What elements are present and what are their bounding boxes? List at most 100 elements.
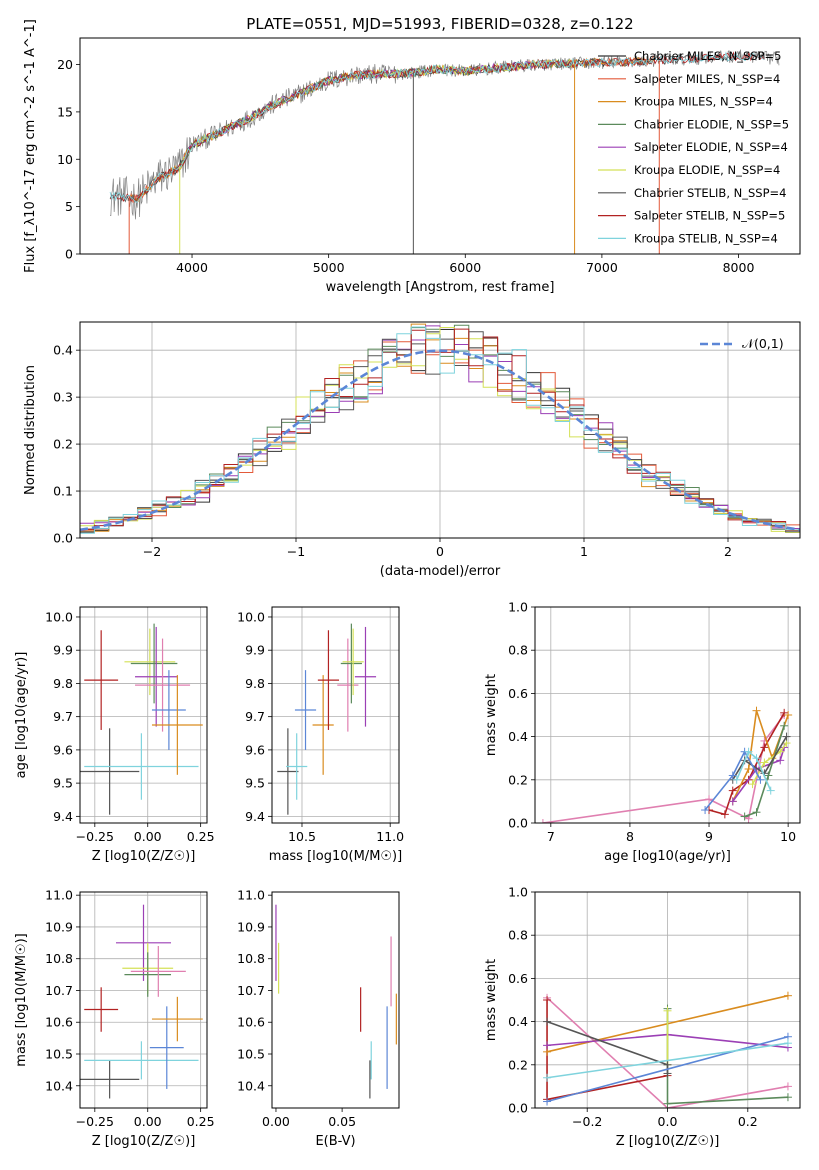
y-tick-label: 20 (57, 57, 73, 72)
x-axis-label: age [log10(age/yr)] (604, 849, 731, 864)
plot-area-age_vs_mass (277, 623, 377, 815)
y-tick-label: 0.0 (53, 531, 73, 546)
y-axis-label: Flux [f_λ10^-17 erg cm^-2 s^-1 A^-1] (23, 19, 38, 273)
x-tick-label: 0 (436, 544, 444, 559)
y-tick-label: 9.4 (53, 809, 73, 824)
y-tick-label: 1.0 (508, 885, 528, 900)
y-tick-label: 0.1 (53, 484, 73, 499)
y-axis-label: Normed distribution (23, 365, 38, 495)
y-tick-label: 0.4 (508, 729, 528, 744)
y-tick-label: 9.6 (245, 742, 265, 757)
x-tick-label: 0.25 (187, 829, 215, 844)
x-tick-label: −0.25 (76, 829, 114, 844)
axes-frame (79, 321, 801, 539)
histogram-series (80, 326, 800, 534)
legend-label: 𝒩(0,1) (742, 336, 784, 351)
axes-mass_weight_vs_age: 7 8 9 10 0.0 0.2 0.4 0.6 0.8 1.0 age [log10(age/yr… (484, 600, 801, 864)
y-tick-label: 11.0 (237, 888, 265, 903)
x-tick-label: 0.00 (262, 1114, 290, 1129)
x-tick-label: 10 (780, 829, 796, 844)
y-tick-label: 0.2 (508, 1057, 528, 1072)
x-tick-label: 11.0 (376, 829, 404, 844)
y-tick-label: 1.0 (508, 600, 528, 615)
x-tick-label: 8 (626, 829, 634, 844)
x-tick-label: 5000 (313, 260, 345, 275)
y-tick-label: 10.6 (45, 1015, 73, 1030)
mass-weight-line (704, 750, 762, 811)
legend-label: Kroupa ELODIE, N_SSP=4 (634, 163, 780, 177)
x-axis-label: Z [log10(Z/Z☉)] (92, 849, 196, 864)
y-tick-label: 9.9 (245, 643, 265, 658)
y-tick-label: 10.5 (45, 1047, 73, 1062)
y-tick-label: 15 (57, 104, 73, 119)
x-axis-label: Z [log10(Z/Z☉)] (616, 1134, 720, 1149)
x-axis-label: (data-model)/error (380, 564, 501, 579)
legend-label: Chabrier ELODIE, N_SSP=5 (634, 117, 789, 131)
x-tick-label: 8000 (723, 260, 755, 275)
legend-label: Chabrier STELIB, N_SSP=4 (634, 186, 786, 200)
y-tick-label: 0.3 (53, 390, 73, 405)
x-tick-label: 9 (705, 829, 713, 844)
y-tick-label: 10.0 (45, 609, 73, 624)
spectrum-model-line (109, 51, 765, 203)
y-tick-label: 0.4 (508, 1014, 528, 1029)
spectrum-model-line (129, 56, 656, 203)
x-tick-label: 0.25 (187, 1114, 215, 1129)
mass-weight-line (751, 742, 788, 785)
y-tick-label: 10.9 (237, 919, 265, 934)
x-tick-label: −0.25 (76, 1114, 114, 1129)
mass-weight-line (735, 750, 772, 791)
spectrum-model-line (110, 51, 765, 202)
axes-frame (271, 606, 400, 824)
y-tick-label: 9.6 (53, 742, 73, 757)
y-axis-label: mass [log10(M/M☉)] (14, 933, 29, 1066)
mass-weight-line (732, 747, 785, 802)
y-tick-label: 9.8 (53, 676, 73, 691)
x-tick-label: 4000 (176, 260, 208, 275)
spectrum-legend: Chabrier MILES, N_SSP=5 Salpeter MILES, N… (598, 49, 789, 245)
x-axis-label: Z [log10(Z/Z☉)] (92, 1134, 196, 1149)
gaussian-curve (80, 349, 800, 532)
legend-label: Chabrier MILES, N_SSP=5 (634, 49, 781, 63)
axes-spectrum: 4000 5000 6000 7000 8000 0 5 10 15 20 wavelength [… (23, 19, 801, 295)
mass-weight-line (744, 725, 785, 818)
y-tick-label: 10.0 (237, 609, 265, 624)
y-tick-label: 0.6 (508, 971, 528, 986)
plot-area-spectrum (109, 49, 780, 254)
x-tick-label: 0.00 (134, 829, 162, 844)
axes-mass_vs_Z: −0.25 0.00 0.25 10.4 10.5 10.6 10.7 10.8 10.9 11.… (14, 888, 215, 1149)
x-tick-label: 1 (580, 544, 588, 559)
y-tick-label: 10.7 (45, 983, 73, 998)
legend-label: Kroupa MILES, N_SSP=4 (634, 95, 773, 109)
y-tick-label: 0.4 (53, 343, 73, 358)
legend-label: Salpeter STELIB, N_SSP=5 (634, 209, 785, 223)
y-tick-label: 0.8 (508, 643, 528, 658)
y-tick-label: 0.0 (508, 1101, 528, 1116)
figure-title: PLATE=0551, MJD=51993, FIBERID=0328, z=0… (246, 15, 633, 33)
y-tick-label: 10.4 (45, 1078, 73, 1093)
y-tick-label: 9.8 (245, 676, 265, 691)
x-tick-label: 7000 (586, 260, 618, 275)
x-axis-label: mass [log10(M/M☉)] (269, 849, 402, 864)
spectrum-model-line (128, 55, 656, 203)
y-axis-label: mass weight (484, 674, 499, 756)
x-axis-label: E(B-V) (315, 1134, 355, 1149)
axes-frame (271, 891, 400, 1109)
axes-frame (79, 606, 208, 824)
mass-weight-line (546, 1035, 789, 1103)
y-tick-label: 0.2 (53, 437, 73, 452)
y-tick-label: 9.9 (53, 643, 73, 658)
y-tick-label: 10.4 (237, 1078, 265, 1093)
plot-area-mass_vs_EBV (275, 904, 397, 1099)
plot-area-age_vs_Z (80, 623, 203, 815)
y-tick-label: 10 (57, 152, 73, 167)
y-tick-label: 10.9 (45, 919, 73, 934)
y-tick-label: 0.8 (508, 928, 528, 943)
x-axis-label: wavelength [Angstrom, rest frame] (326, 280, 555, 295)
y-tick-label: 9.4 (245, 809, 265, 824)
y-tick-label: 0.2 (508, 772, 528, 787)
y-tick-label: 0.6 (508, 686, 528, 701)
legend-label: Kroupa STELIB, N_SSP=4 (634, 231, 778, 245)
mass-weight-line (546, 1042, 789, 1079)
y-tick-label: 0.0 (508, 816, 528, 831)
